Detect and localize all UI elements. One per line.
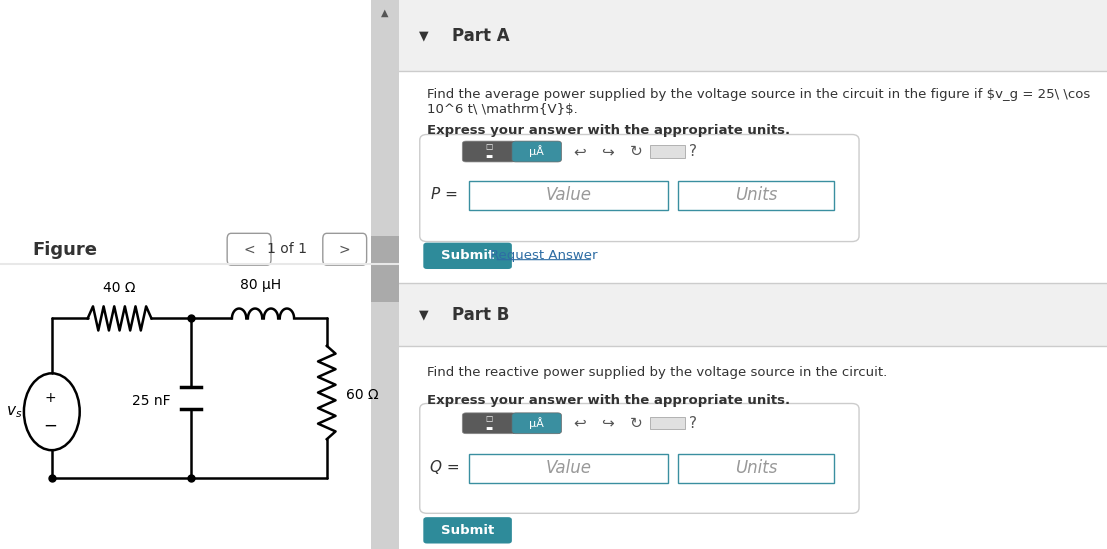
Text: >: >: [339, 242, 351, 256]
Text: Part B: Part B: [452, 306, 509, 323]
FancyBboxPatch shape: [323, 233, 366, 265]
Text: −: −: [43, 417, 56, 434]
Text: Submit: Submit: [442, 249, 495, 262]
Bar: [650, 417, 685, 429]
Text: Part A: Part A: [452, 27, 509, 44]
Text: ↻: ↻: [630, 144, 642, 159]
Text: ↩: ↩: [572, 144, 586, 159]
Text: Value: Value: [546, 459, 591, 477]
Text: Express your answer with the appropriate units.: Express your answer with the appropriate…: [427, 394, 790, 407]
FancyBboxPatch shape: [423, 517, 511, 544]
FancyBboxPatch shape: [679, 454, 835, 483]
FancyBboxPatch shape: [469, 454, 668, 483]
Text: ?: ?: [689, 416, 696, 431]
FancyBboxPatch shape: [463, 413, 516, 434]
Text: 40 Ω: 40 Ω: [103, 281, 136, 295]
Bar: [650, 145, 685, 158]
Text: □
▬: □ ▬: [486, 142, 493, 161]
Text: Submit: Submit: [442, 524, 495, 537]
Text: ▼: ▼: [418, 29, 428, 42]
Text: ?: ?: [689, 144, 696, 159]
Text: +: +: [44, 391, 55, 405]
FancyBboxPatch shape: [469, 181, 668, 210]
Text: 80 μH: 80 μH: [240, 278, 281, 293]
Text: Units: Units: [735, 459, 777, 477]
FancyBboxPatch shape: [420, 135, 859, 242]
FancyBboxPatch shape: [511, 413, 561, 434]
FancyBboxPatch shape: [679, 181, 835, 210]
Text: 1 of 1: 1 of 1: [267, 242, 307, 256]
Text: ↩: ↩: [572, 416, 586, 431]
Text: μÅ: μÅ: [529, 417, 545, 429]
Bar: [371, 236, 399, 302]
Text: Find the reactive power supplied by the voltage source in the circuit.: Find the reactive power supplied by the …: [427, 366, 887, 379]
Text: Figure: Figure: [32, 241, 97, 259]
Text: <: <: [244, 242, 255, 256]
Text: ↻: ↻: [630, 416, 642, 431]
Text: ▼: ▼: [418, 308, 428, 321]
Text: Q =: Q =: [430, 460, 459, 475]
Bar: [399, 0, 1107, 71]
FancyBboxPatch shape: [423, 243, 511, 269]
Text: 25 nF: 25 nF: [132, 394, 170, 408]
FancyBboxPatch shape: [511, 141, 561, 162]
Text: □
▬: □ ▬: [486, 413, 493, 433]
FancyBboxPatch shape: [227, 233, 271, 265]
Text: Request Answer: Request Answer: [490, 249, 598, 262]
Text: ↪: ↪: [601, 144, 614, 159]
Text: Express your answer with the appropriate units.: Express your answer with the appropriate…: [427, 124, 790, 137]
FancyBboxPatch shape: [463, 141, 516, 162]
Text: ▲: ▲: [381, 8, 389, 18]
FancyBboxPatch shape: [420, 404, 859, 513]
Text: μÅ: μÅ: [529, 145, 545, 158]
Text: P =: P =: [431, 187, 458, 203]
Text: 60 Ω: 60 Ω: [346, 388, 379, 402]
Text: ↪: ↪: [601, 416, 614, 431]
Bar: [399, 283, 1107, 346]
Text: Find the average power supplied by the voltage source in the circuit in the figu: Find the average power supplied by the v…: [427, 87, 1090, 116]
Text: Value: Value: [546, 186, 591, 204]
Bar: [371, 0, 399, 549]
Text: Units: Units: [735, 186, 777, 204]
Text: $v_s$: $v_s$: [6, 404, 22, 419]
